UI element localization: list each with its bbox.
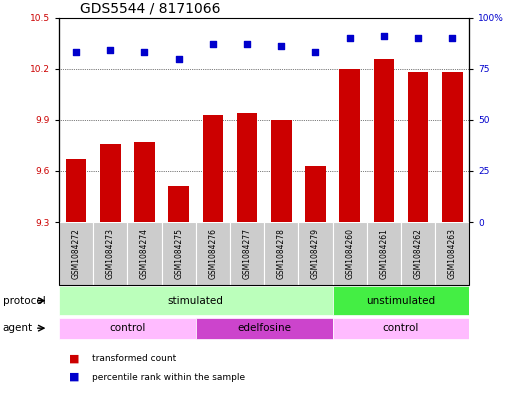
Bar (59, 318, 196, 339)
Text: percentile rank within the sample: percentile rank within the sample (92, 373, 245, 382)
Bar (299, 222, 332, 285)
Bar (162, 222, 196, 285)
Bar (442, 72, 463, 222)
Text: GDS5544 / 8171066: GDS5544 / 8171066 (80, 1, 220, 15)
Bar (237, 113, 258, 222)
Text: protocol: protocol (3, 296, 45, 306)
Bar (332, 222, 367, 285)
Text: agent: agent (3, 323, 33, 333)
Text: stimulated: stimulated (168, 296, 224, 306)
Bar (203, 115, 223, 222)
Bar (230, 222, 264, 285)
Bar (332, 318, 469, 339)
Point (346, 35, 354, 41)
Text: GSM1084262: GSM1084262 (413, 228, 423, 279)
Point (311, 49, 320, 55)
Text: GSM1084263: GSM1084263 (448, 228, 457, 279)
Bar (168, 186, 189, 222)
Point (209, 41, 217, 48)
Bar (93, 222, 127, 285)
Point (174, 55, 183, 62)
Bar (196, 318, 332, 339)
Text: edelfosine: edelfosine (237, 323, 291, 333)
Bar (401, 222, 435, 285)
Text: GSM1084275: GSM1084275 (174, 228, 183, 279)
Point (106, 47, 114, 53)
Bar (59, 286, 332, 315)
Text: transformed count: transformed count (92, 354, 176, 363)
Text: GSM1084274: GSM1084274 (140, 228, 149, 279)
Text: ■: ■ (69, 354, 80, 364)
Point (414, 35, 422, 41)
Text: control: control (109, 323, 146, 333)
Text: GSM1084279: GSM1084279 (311, 228, 320, 279)
Bar (196, 222, 230, 285)
Bar (373, 59, 394, 222)
Text: GSM1084277: GSM1084277 (243, 228, 251, 279)
Bar (435, 222, 469, 285)
Point (380, 33, 388, 39)
Point (72, 49, 80, 55)
Bar (264, 222, 299, 285)
Text: unstimulated: unstimulated (366, 296, 436, 306)
Bar (271, 120, 291, 222)
Text: GSM1084276: GSM1084276 (208, 228, 218, 279)
Text: GSM1084260: GSM1084260 (345, 228, 354, 279)
Point (141, 49, 149, 55)
Bar (305, 166, 326, 222)
Bar (332, 286, 469, 315)
Bar (66, 159, 86, 222)
Text: control: control (383, 323, 419, 333)
Text: GSM1084273: GSM1084273 (106, 228, 115, 279)
Bar (408, 72, 428, 222)
Text: ■: ■ (69, 372, 80, 382)
Bar (340, 69, 360, 222)
Text: GSM1084261: GSM1084261 (380, 228, 388, 279)
Bar (367, 222, 401, 285)
Bar (127, 222, 162, 285)
Bar (100, 144, 121, 222)
Text: GSM1084272: GSM1084272 (72, 228, 81, 279)
Point (448, 35, 457, 41)
Point (243, 41, 251, 48)
Text: GSM1084278: GSM1084278 (277, 228, 286, 279)
Point (277, 43, 285, 50)
Bar (59, 222, 93, 285)
Bar (134, 142, 155, 222)
